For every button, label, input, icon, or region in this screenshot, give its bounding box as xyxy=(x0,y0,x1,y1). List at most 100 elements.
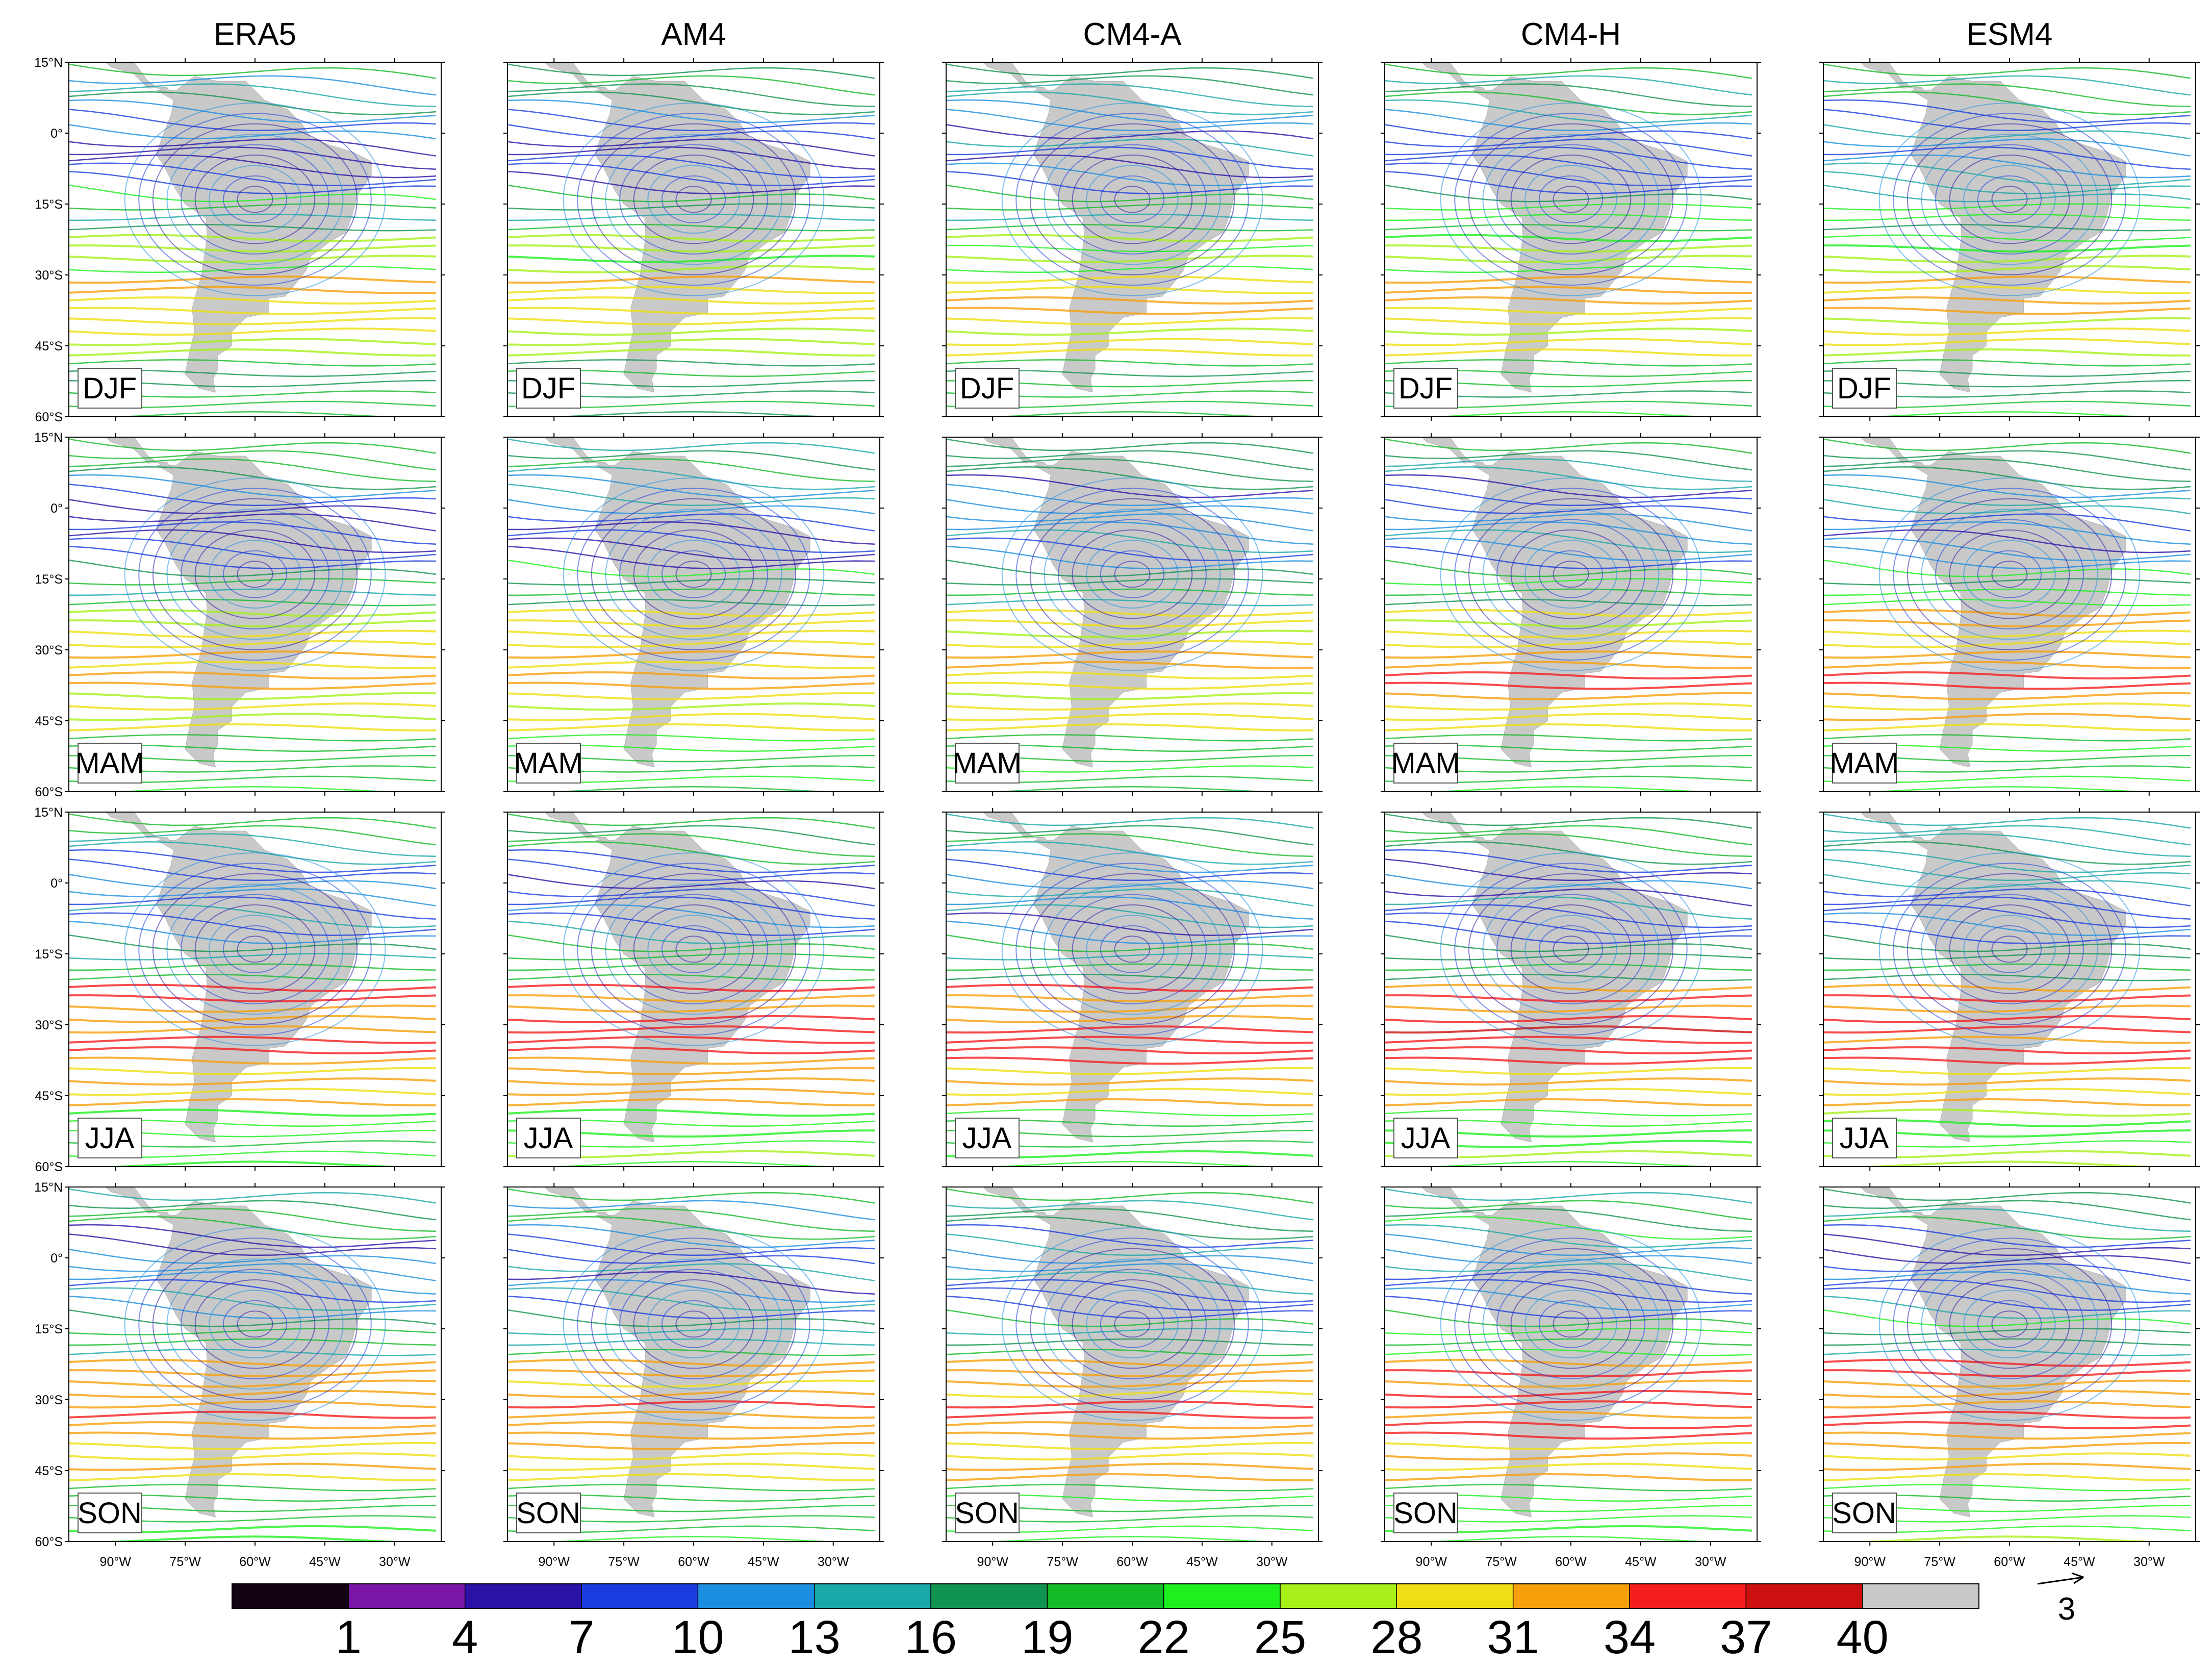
circulation-streamline xyxy=(1496,144,1645,255)
circulation-streamline xyxy=(1482,883,1660,1015)
streamline xyxy=(946,1015,1314,1023)
circulation-streamline xyxy=(138,1237,372,1411)
streamline xyxy=(946,599,1314,607)
streamline xyxy=(507,588,875,596)
streamline xyxy=(69,723,437,731)
continent-central-america xyxy=(544,812,613,845)
streamline xyxy=(1385,1295,1752,1319)
streamline xyxy=(946,1410,1314,1419)
season-label-box xyxy=(955,1118,1020,1158)
streamline xyxy=(1823,317,2191,325)
streamline xyxy=(69,244,437,253)
circulation-streamline xyxy=(1921,883,2098,1015)
streamline xyxy=(1385,1452,1752,1461)
continent-central-america xyxy=(1421,437,1490,470)
streamline xyxy=(507,529,875,553)
lon-tick-label: 30°W xyxy=(818,1555,849,1569)
streamline xyxy=(507,338,875,346)
circulation-streamline xyxy=(1977,1300,2042,1348)
streamline xyxy=(69,438,437,454)
panel-cm4-h-jja: JJA xyxy=(1381,808,1761,1171)
colorbar-tick-label: 22 xyxy=(1137,1611,1189,1663)
circulation-streamline xyxy=(1963,915,2056,984)
continent-central-america xyxy=(106,1187,174,1220)
streamline xyxy=(1385,874,1752,890)
streamline xyxy=(507,888,875,906)
streamline xyxy=(541,786,845,792)
streamline xyxy=(507,484,875,507)
streamline xyxy=(507,307,875,315)
colorbar-swatch xyxy=(232,1584,349,1608)
streamline xyxy=(946,1004,1314,1013)
circulation-streamline xyxy=(1044,883,1221,1015)
streamline xyxy=(69,640,437,648)
circulation-streamline xyxy=(1524,165,1617,234)
streamline xyxy=(1385,702,1752,711)
circulation-streamline xyxy=(1893,1237,2126,1411)
streamline xyxy=(1385,244,1752,253)
streamline xyxy=(69,1452,437,1461)
circulation-streamline xyxy=(633,1279,754,1369)
streamline xyxy=(69,203,437,211)
streamline xyxy=(1823,529,2191,553)
colorbar-tick-label: 4 xyxy=(452,1611,478,1663)
colorbar-swatch xyxy=(581,1584,698,1608)
streamline xyxy=(1823,849,2191,873)
streamline xyxy=(1823,1077,2191,1086)
panel-era5-mam: 15°N 0° 15°S 30°S 45°S 60°S MAM xyxy=(34,431,445,799)
circulation-streamline xyxy=(1510,155,1632,244)
streamline xyxy=(69,661,437,669)
streamline xyxy=(1385,513,1752,532)
streamline xyxy=(69,813,437,829)
circulation-streamline xyxy=(1538,925,1604,973)
circulation-streamline xyxy=(577,863,810,1036)
circulation-streamline xyxy=(1029,873,1235,1025)
streamline xyxy=(507,841,875,865)
lon-tick-label: 45°W xyxy=(1186,1555,1218,1569)
streamline xyxy=(1385,1271,1752,1295)
streamline xyxy=(1385,265,1752,273)
streamline xyxy=(69,609,437,617)
streamline xyxy=(1823,619,2191,628)
streamline xyxy=(946,1249,1314,1265)
circulation-streamline xyxy=(1468,498,1674,650)
circulation-streamline xyxy=(1977,175,2042,223)
streamline xyxy=(1823,1035,2191,1044)
streamline xyxy=(1385,83,1752,107)
streamline xyxy=(946,1056,1314,1065)
season-label-box xyxy=(1832,1493,1897,1533)
lon-tick-label: 45°W xyxy=(2064,1555,2095,1569)
streamline xyxy=(69,146,437,170)
circulation-streamline xyxy=(675,936,712,963)
streamline xyxy=(946,994,1314,1003)
streamline xyxy=(69,255,437,263)
streamline xyxy=(541,1161,845,1167)
streamline xyxy=(1823,513,2191,532)
streamline xyxy=(507,920,875,944)
streamline xyxy=(507,234,875,242)
streamline xyxy=(946,296,1314,305)
circulation-streamline xyxy=(1991,186,2028,213)
streamline xyxy=(69,1263,437,1281)
streamline xyxy=(1823,609,2191,617)
streamline xyxy=(69,1160,424,1167)
streamline xyxy=(1823,1224,2191,1248)
streamline xyxy=(1823,265,2191,273)
streamline xyxy=(69,138,437,157)
streamline xyxy=(507,1067,875,1075)
streamline xyxy=(1823,438,2191,454)
streamline xyxy=(507,825,875,846)
lat-tick-label: 45°S xyxy=(35,339,63,353)
lat-tick-label: 60°S xyxy=(35,410,63,424)
streamline xyxy=(1385,1484,1752,1492)
streamline xyxy=(1385,1263,1752,1281)
circulation-streamline xyxy=(577,1237,810,1411)
streamline xyxy=(1823,466,2191,490)
circulation-streamline xyxy=(1949,155,2070,244)
colorbar-tick-label: 34 xyxy=(1604,1611,1656,1663)
streamline xyxy=(1385,1279,1752,1303)
streamline xyxy=(1385,904,1752,928)
continent-central-america xyxy=(544,437,613,470)
streamline xyxy=(69,1025,437,1034)
streamline xyxy=(507,1400,875,1409)
